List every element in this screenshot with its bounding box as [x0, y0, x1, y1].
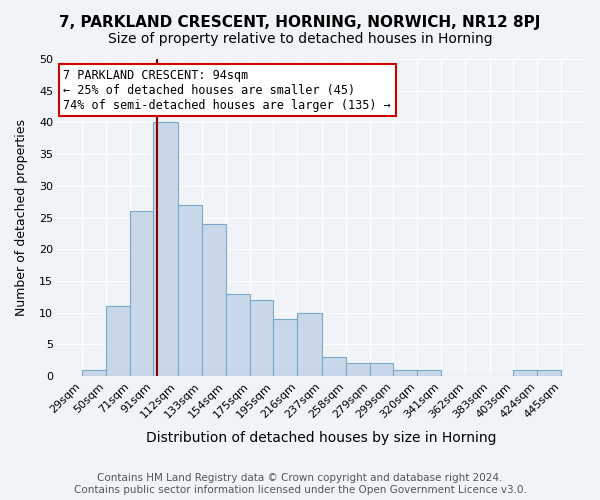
Bar: [346, 364, 370, 376]
Bar: [322, 357, 346, 376]
Bar: [417, 370, 441, 376]
Bar: [537, 370, 561, 376]
Bar: [393, 370, 417, 376]
Bar: [130, 211, 154, 376]
Bar: [273, 319, 298, 376]
X-axis label: Distribution of detached houses by size in Horning: Distribution of detached houses by size …: [146, 431, 497, 445]
Bar: [202, 224, 226, 376]
Bar: [154, 122, 178, 376]
Bar: [82, 370, 106, 376]
Text: 7 PARKLAND CRESCENT: 94sqm
← 25% of detached houses are smaller (45)
74% of semi: 7 PARKLAND CRESCENT: 94sqm ← 25% of deta…: [64, 68, 391, 112]
Y-axis label: Number of detached properties: Number of detached properties: [15, 119, 28, 316]
Text: 7, PARKLAND CRESCENT, HORNING, NORWICH, NR12 8PJ: 7, PARKLAND CRESCENT, HORNING, NORWICH, …: [59, 15, 541, 30]
Bar: [226, 294, 250, 376]
Bar: [512, 370, 537, 376]
Bar: [106, 306, 130, 376]
Bar: [370, 364, 393, 376]
Bar: [178, 205, 202, 376]
Bar: [298, 312, 322, 376]
Bar: [250, 300, 273, 376]
Text: Contains HM Land Registry data © Crown copyright and database right 2024.
Contai: Contains HM Land Registry data © Crown c…: [74, 474, 526, 495]
Text: Size of property relative to detached houses in Horning: Size of property relative to detached ho…: [107, 32, 493, 46]
